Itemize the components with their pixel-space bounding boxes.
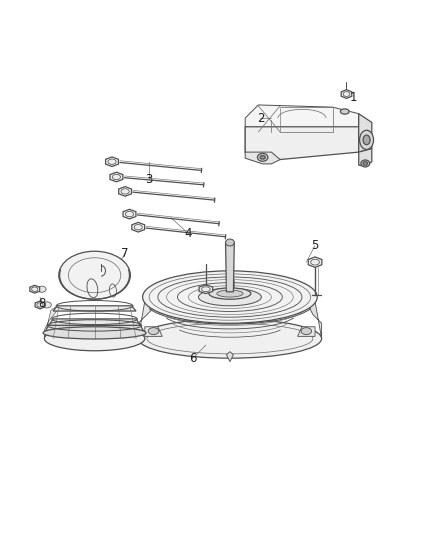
Ellipse shape [44, 326, 145, 351]
Ellipse shape [363, 161, 367, 165]
Polygon shape [119, 187, 131, 196]
Polygon shape [132, 222, 145, 232]
Polygon shape [245, 105, 359, 132]
Text: 5: 5 [311, 239, 319, 252]
Ellipse shape [148, 328, 159, 335]
Polygon shape [199, 285, 213, 294]
Polygon shape [308, 257, 322, 268]
Ellipse shape [360, 130, 374, 149]
Polygon shape [110, 172, 123, 182]
Ellipse shape [42, 302, 51, 308]
Polygon shape [297, 327, 315, 336]
Text: 3: 3 [145, 173, 153, 185]
Polygon shape [341, 90, 352, 99]
Ellipse shape [198, 288, 261, 306]
Polygon shape [306, 295, 321, 338]
Ellipse shape [217, 290, 243, 297]
Polygon shape [30, 285, 40, 293]
Ellipse shape [260, 156, 265, 159]
Ellipse shape [363, 135, 370, 144]
Polygon shape [35, 301, 45, 309]
Polygon shape [53, 306, 136, 311]
Polygon shape [226, 243, 234, 292]
Polygon shape [245, 152, 280, 164]
Polygon shape [245, 127, 280, 159]
Ellipse shape [143, 271, 317, 323]
Ellipse shape [301, 328, 311, 335]
Text: 6: 6 [189, 352, 197, 365]
Text: 4: 4 [185, 227, 192, 240]
Ellipse shape [37, 286, 46, 292]
Text: 2: 2 [257, 111, 264, 125]
Polygon shape [44, 326, 145, 333]
Ellipse shape [361, 160, 370, 167]
Ellipse shape [138, 319, 321, 358]
Polygon shape [49, 319, 141, 326]
Ellipse shape [340, 109, 349, 114]
Ellipse shape [59, 251, 131, 299]
Polygon shape [138, 288, 160, 338]
Polygon shape [359, 114, 372, 152]
Polygon shape [106, 157, 118, 166]
Polygon shape [359, 149, 372, 166]
Ellipse shape [226, 239, 234, 246]
Ellipse shape [209, 288, 251, 299]
Text: 8: 8 [39, 297, 46, 310]
Text: 7: 7 [121, 247, 129, 260]
Polygon shape [226, 352, 233, 362]
Polygon shape [44, 306, 57, 338]
Polygon shape [145, 327, 162, 336]
Ellipse shape [43, 327, 146, 339]
Ellipse shape [258, 154, 268, 161]
Polygon shape [123, 209, 136, 219]
Polygon shape [245, 127, 359, 159]
Text: 1: 1 [350, 91, 357, 103]
